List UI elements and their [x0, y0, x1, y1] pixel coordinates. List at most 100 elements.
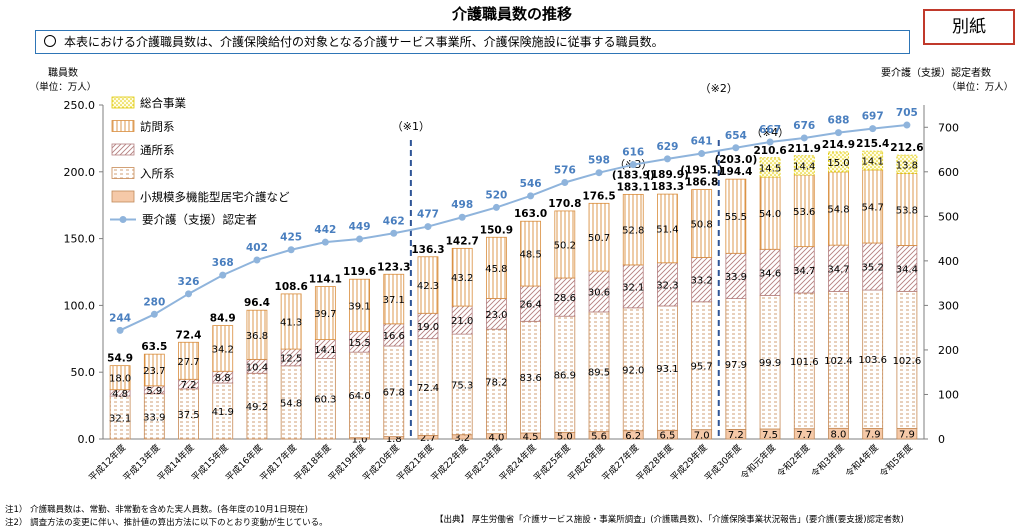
left-axis-unit: （単位：万人）	[30, 81, 97, 93]
bar-paren-total-label: (203.0)	[714, 154, 757, 166]
bar-value-label: 5.9	[146, 386, 162, 397]
bar-stack: 49.2 10.4 36.8 96.4	[244, 297, 270, 440]
right-tick-label: 300	[938, 299, 959, 312]
bar-value-label: 32.1	[109, 414, 131, 425]
bar-value-label: 34.2	[212, 344, 234, 355]
legend-item-line: 要介護（支援）認定者	[110, 213, 257, 227]
right-tick-label: 0	[938, 433, 945, 446]
left-tick-label: 100.0	[64, 299, 96, 312]
bar-value-label: 97.9	[725, 360, 747, 371]
bar-stack: 8.0 102.4 34.7 54.8 15.0 214.9	[822, 139, 855, 441]
certified-point	[527, 192, 535, 200]
bar-value-label: 7.9	[865, 430, 881, 441]
bar-value-label: 33.9	[725, 272, 747, 283]
certified-value-label: 616	[622, 147, 644, 159]
marker-label: （※4）	[751, 126, 789, 139]
bar-value-label: 101.6	[790, 357, 819, 368]
bar-value-label: 39.7	[314, 309, 336, 320]
bar-total-label: 194.4	[719, 166, 752, 178]
certified-value-label: 705	[896, 107, 918, 119]
bar-value-label: 2.7	[420, 433, 436, 444]
certified-point	[869, 125, 877, 133]
right-tick-label: 700	[938, 121, 959, 134]
circle-bullet-icon	[44, 35, 56, 47]
legend-swatch-shokibo	[111, 190, 135, 203]
legend-label: 小規模多機能型居宅介護など	[140, 190, 290, 204]
bar-value-label: 30.6	[588, 288, 610, 299]
legend-item-shokibo: 小規模多機能型居宅介護など	[111, 190, 290, 204]
certified-value-label: 368	[212, 257, 234, 269]
certified-line	[119, 124, 907, 332]
bar-value-label: 78.2	[485, 377, 507, 388]
bar-stack: 41.9 8.8 34.2 84.9	[210, 313, 236, 440]
bar-value-label: 12.5	[280, 353, 302, 364]
bar-value-label: 1.8	[386, 434, 402, 445]
certified-point	[424, 223, 432, 231]
bar-total-label: 84.9	[210, 313, 236, 325]
bar-stack: 5.6 89.5 30.6 50.7 176.5	[582, 190, 615, 442]
certified-point	[219, 271, 227, 279]
legend-item-sogo: 総合事業	[111, 96, 186, 110]
bar-segment-sogo	[759, 157, 781, 178]
bar-value-label: 5.0	[557, 432, 573, 443]
certified-value-label: 498	[451, 199, 473, 211]
certified-point	[253, 256, 261, 264]
bar-stack: 7.0 95.7 33.2 50.8 186.8(195.1)	[680, 165, 723, 442]
bar-total-label: 114.1	[309, 274, 342, 286]
legend-item-tsusho: 通所系	[111, 143, 175, 157]
certified-value-label: 629	[656, 141, 678, 153]
legend-label: 要介護（支援）認定者	[142, 213, 257, 227]
bar-total-label: 72.4	[176, 329, 202, 341]
bar-segment-homon	[143, 353, 165, 387]
bar-value-label: 35.2	[862, 263, 884, 274]
bar-value-label: 67.8	[383, 387, 405, 398]
note-box: 本表における介護職員数は、介護保険給付の対象となる介護サービス事業所、介護保険施…	[35, 30, 910, 54]
certified-value-label: 442	[314, 224, 336, 236]
certified-value-label: 402	[246, 242, 268, 254]
category-label: 令和4年度	[843, 442, 881, 480]
bar-value-label: 14.1	[314, 345, 336, 356]
bar-value-label: 32.1	[622, 282, 644, 293]
attachment-stamp: 別紙	[923, 9, 1015, 45]
bar-stack: 7.5 99.9 34.6 54.0 14.5 210.6	[753, 145, 786, 441]
marker-label: （※2）	[700, 82, 738, 95]
bar-segment-homon	[622, 193, 644, 266]
bar-value-label: 34.6	[759, 268, 781, 279]
category-label: 令和2年度	[774, 442, 812, 480]
bar-value-label: 16.6	[383, 331, 405, 342]
bar-segment-homon	[520, 220, 542, 287]
bar-value-label: 53.6	[793, 207, 815, 218]
bar-value-label: 55.5	[725, 212, 747, 223]
legend-swatch-sogo	[111, 96, 135, 109]
certified-point	[732, 144, 740, 152]
bar-segment-homon	[417, 256, 439, 314]
left-tick-label: 0.0	[78, 433, 96, 446]
bar-value-label: 75.3	[451, 380, 473, 391]
bar-segment-sogo	[828, 151, 849, 173]
bar-value-label: 45.8	[485, 264, 507, 275]
certified-value-label: 654	[725, 130, 747, 142]
bar-value-label: 27.7	[177, 357, 199, 368]
bar-value-label: 83.6	[519, 373, 541, 384]
bar-segment-homon	[349, 278, 370, 332]
certified-point	[698, 150, 706, 158]
bar-stack: 3.2 75.3 21.0 43.2 142.7	[446, 235, 479, 444]
right-tick-label: 400	[938, 255, 959, 268]
bar-value-label: 7.2	[728, 430, 744, 441]
left-tick-label: 150.0	[64, 233, 96, 246]
marker-label: （※1）	[392, 120, 430, 133]
certified-value-label: 280	[143, 296, 165, 308]
certified-value-label: 462	[383, 215, 405, 227]
bar-value-label: 42.3	[417, 281, 439, 292]
bar-total-label: 96.4	[244, 297, 270, 309]
bar-value-label: 34.7	[793, 266, 815, 277]
bar-value-label: 54.8	[827, 205, 849, 216]
certified-point	[150, 310, 158, 318]
certified-point	[185, 290, 193, 298]
bar-total-label: 215.4	[856, 138, 889, 150]
certified-point	[561, 178, 569, 186]
certified-point	[492, 203, 500, 211]
bar-value-label: 48.5	[519, 250, 541, 261]
bar-segment-homon	[178, 341, 199, 380]
legend-item-homon: 訪問系	[111, 120, 175, 134]
